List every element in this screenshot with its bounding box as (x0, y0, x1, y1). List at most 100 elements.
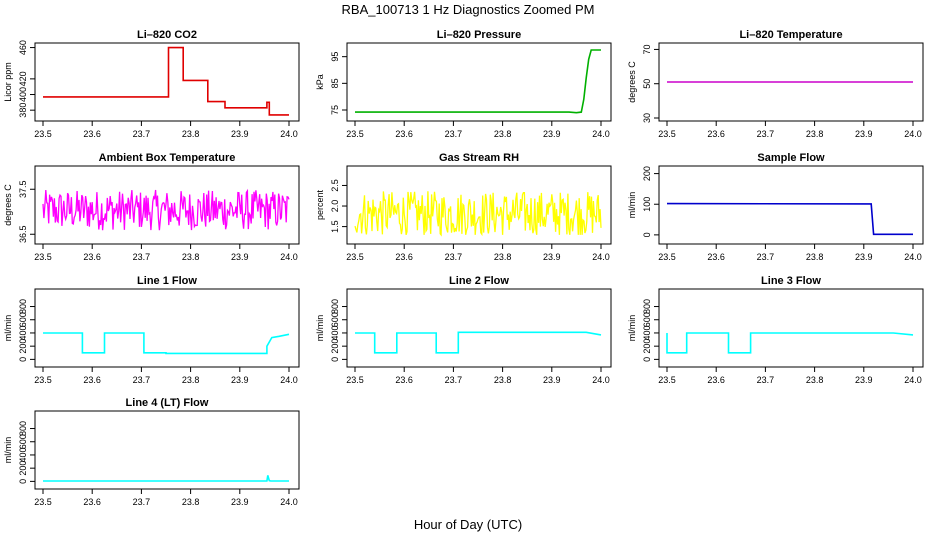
x-tick-label: 23.7 (445, 375, 463, 385)
x-tick-label: 23.5 (346, 129, 364, 139)
y-axis-label: ml/min (3, 437, 13, 464)
x-tick-label: 24.0 (904, 252, 922, 262)
series-line (43, 332, 290, 355)
plot-frame (34, 288, 300, 368)
x-tick-label: 23.5 (658, 375, 676, 385)
x-tick-label: 23.9 (855, 375, 873, 385)
y-tick-label: 600 (330, 312, 340, 327)
y-tick-label: 400 (330, 325, 340, 340)
plot-frame (346, 42, 612, 122)
plot-frame (658, 288, 924, 368)
y-axis-label: Licor ppm (3, 62, 13, 102)
panel-5: Gas Stream RH 23.5 23.6 23.7 23.8 23.9 24.0 1.5… (315, 152, 612, 262)
x-tick-label: 23.5 (658, 252, 676, 262)
series-line (355, 331, 602, 354)
y-tick-label: 85 (330, 78, 340, 88)
x-tick-label: 23.8 (182, 252, 200, 262)
x-tick-label: 23.8 (182, 129, 200, 139)
y-tick-label: 0 (330, 357, 340, 362)
y-tick-label: 200 (330, 339, 340, 354)
plot-frame (34, 410, 300, 490)
x-tick-label: 23.8 (806, 129, 824, 139)
panel-6: Sample Flow 23.5 23.6 23.7 23.8 23.9 24.0 0 100 2… (627, 152, 924, 262)
x-tick-label: 23.5 (34, 252, 52, 262)
panel-title: Line 3 Flow (761, 275, 821, 287)
panel-title: Line 4 (LT) Flow (126, 397, 209, 409)
y-tick-label: 200 (18, 339, 28, 354)
y-tick-label: 400 (18, 447, 28, 462)
y-tick-label: 800 (18, 421, 28, 436)
series-line (43, 475, 289, 482)
x-tick-label: 24.0 (280, 252, 298, 262)
x-axis-label: Hour of Day (UTC) (413, 517, 523, 532)
x-tick-label: 23.7 (757, 252, 775, 262)
y-tick-label: 400 (18, 325, 28, 340)
y-tick-label: 30 (642, 113, 652, 123)
plot-frame (658, 42, 924, 122)
y-axis-label: ml/min (627, 315, 637, 342)
y-tick-label: 600 (642, 312, 652, 327)
y-tick-label: 1.5 (330, 220, 340, 233)
y-tick-label: 75 (330, 105, 340, 115)
x-tick-label: 23.6 (395, 252, 413, 262)
y-tick-label: 36.5 (18, 225, 28, 243)
series-line (355, 49, 601, 114)
panel-title: Li–820 Temperature (739, 29, 842, 41)
plot-frame (346, 288, 612, 368)
x-tick-label: 23.6 (707, 129, 725, 139)
series-line (42, 188, 290, 231)
y-tick-label: 400 (18, 87, 28, 102)
x-tick-label: 23.9 (543, 129, 561, 139)
panel-8: Line 2 Flow 23.5 23.6 23.7 23.8 23.9 24.0 0 2004… (315, 275, 612, 385)
plot-frame (34, 165, 300, 245)
x-tick-label: 23.5 (34, 497, 52, 507)
x-tick-label: 24.0 (904, 375, 922, 385)
x-tick-label: 23.8 (806, 375, 824, 385)
y-tick-label: 95 (330, 52, 340, 62)
x-tick-label: 23.9 (231, 129, 249, 139)
y-tick-label: 0 (642, 357, 652, 362)
x-tick-label: 23.6 (83, 375, 101, 385)
y-tick-label: 600 (18, 434, 28, 449)
series-line (354, 191, 602, 237)
y-axis-label: ml/min (627, 192, 637, 219)
y-tick-label: 800 (330, 299, 340, 314)
x-tick-label: 24.0 (592, 375, 610, 385)
y-tick-label: 400 (642, 325, 652, 340)
y-axis-label: percent (315, 189, 325, 220)
y-tick-label: 50 (642, 79, 652, 89)
x-tick-label: 23.7 (757, 375, 775, 385)
x-tick-label: 23.6 (83, 252, 101, 262)
y-tick-label: 70 (642, 44, 652, 54)
y-tick-label: 600 (18, 312, 28, 327)
x-tick-label: 24.0 (280, 129, 298, 139)
series-line (666, 202, 913, 236)
y-tick-label: 800 (18, 299, 28, 314)
panel-title: Li–820 Pressure (437, 29, 521, 41)
panel-9: Line 3 Flow 23.5 23.6 23.7 23.8 23.9 24.0 0 2004… (627, 275, 924, 385)
panel-title: Ambient Box Temperature (99, 152, 236, 164)
y-tick-label: 420 (18, 71, 28, 86)
x-tick-label: 23.6 (83, 129, 101, 139)
x-tick-label: 23.5 (346, 375, 364, 385)
panel-title: Sample Flow (757, 152, 825, 164)
x-tick-label: 24.0 (280, 497, 298, 507)
figure-title: RBA_100713 1 Hz Diagnostics Zoomed PM (341, 2, 595, 17)
x-tick-label: 23.9 (855, 129, 873, 139)
y-tick-label: 100 (642, 197, 652, 212)
x-tick-label: 23.7 (133, 252, 151, 262)
x-tick-label: 23.7 (445, 252, 463, 262)
panel-4: Ambient Box Temperature 23.5 23.6 23.7 23.8 2… (3, 152, 300, 262)
y-tick-label: 37.5 (18, 180, 28, 198)
x-tick-label: 23.7 (133, 129, 151, 139)
x-tick-label: 23.7 (133, 375, 151, 385)
x-tick-label: 23.9 (855, 252, 873, 262)
y-tick-label: 200 (18, 461, 28, 476)
x-tick-label: 23.5 (658, 129, 676, 139)
y-tick-label: 2.0 (330, 200, 340, 213)
x-tick-label: 23.6 (395, 129, 413, 139)
y-tick-label: 380 (18, 103, 28, 118)
x-tick-label: 23.6 (707, 252, 725, 262)
x-tick-label: 23.8 (182, 375, 200, 385)
